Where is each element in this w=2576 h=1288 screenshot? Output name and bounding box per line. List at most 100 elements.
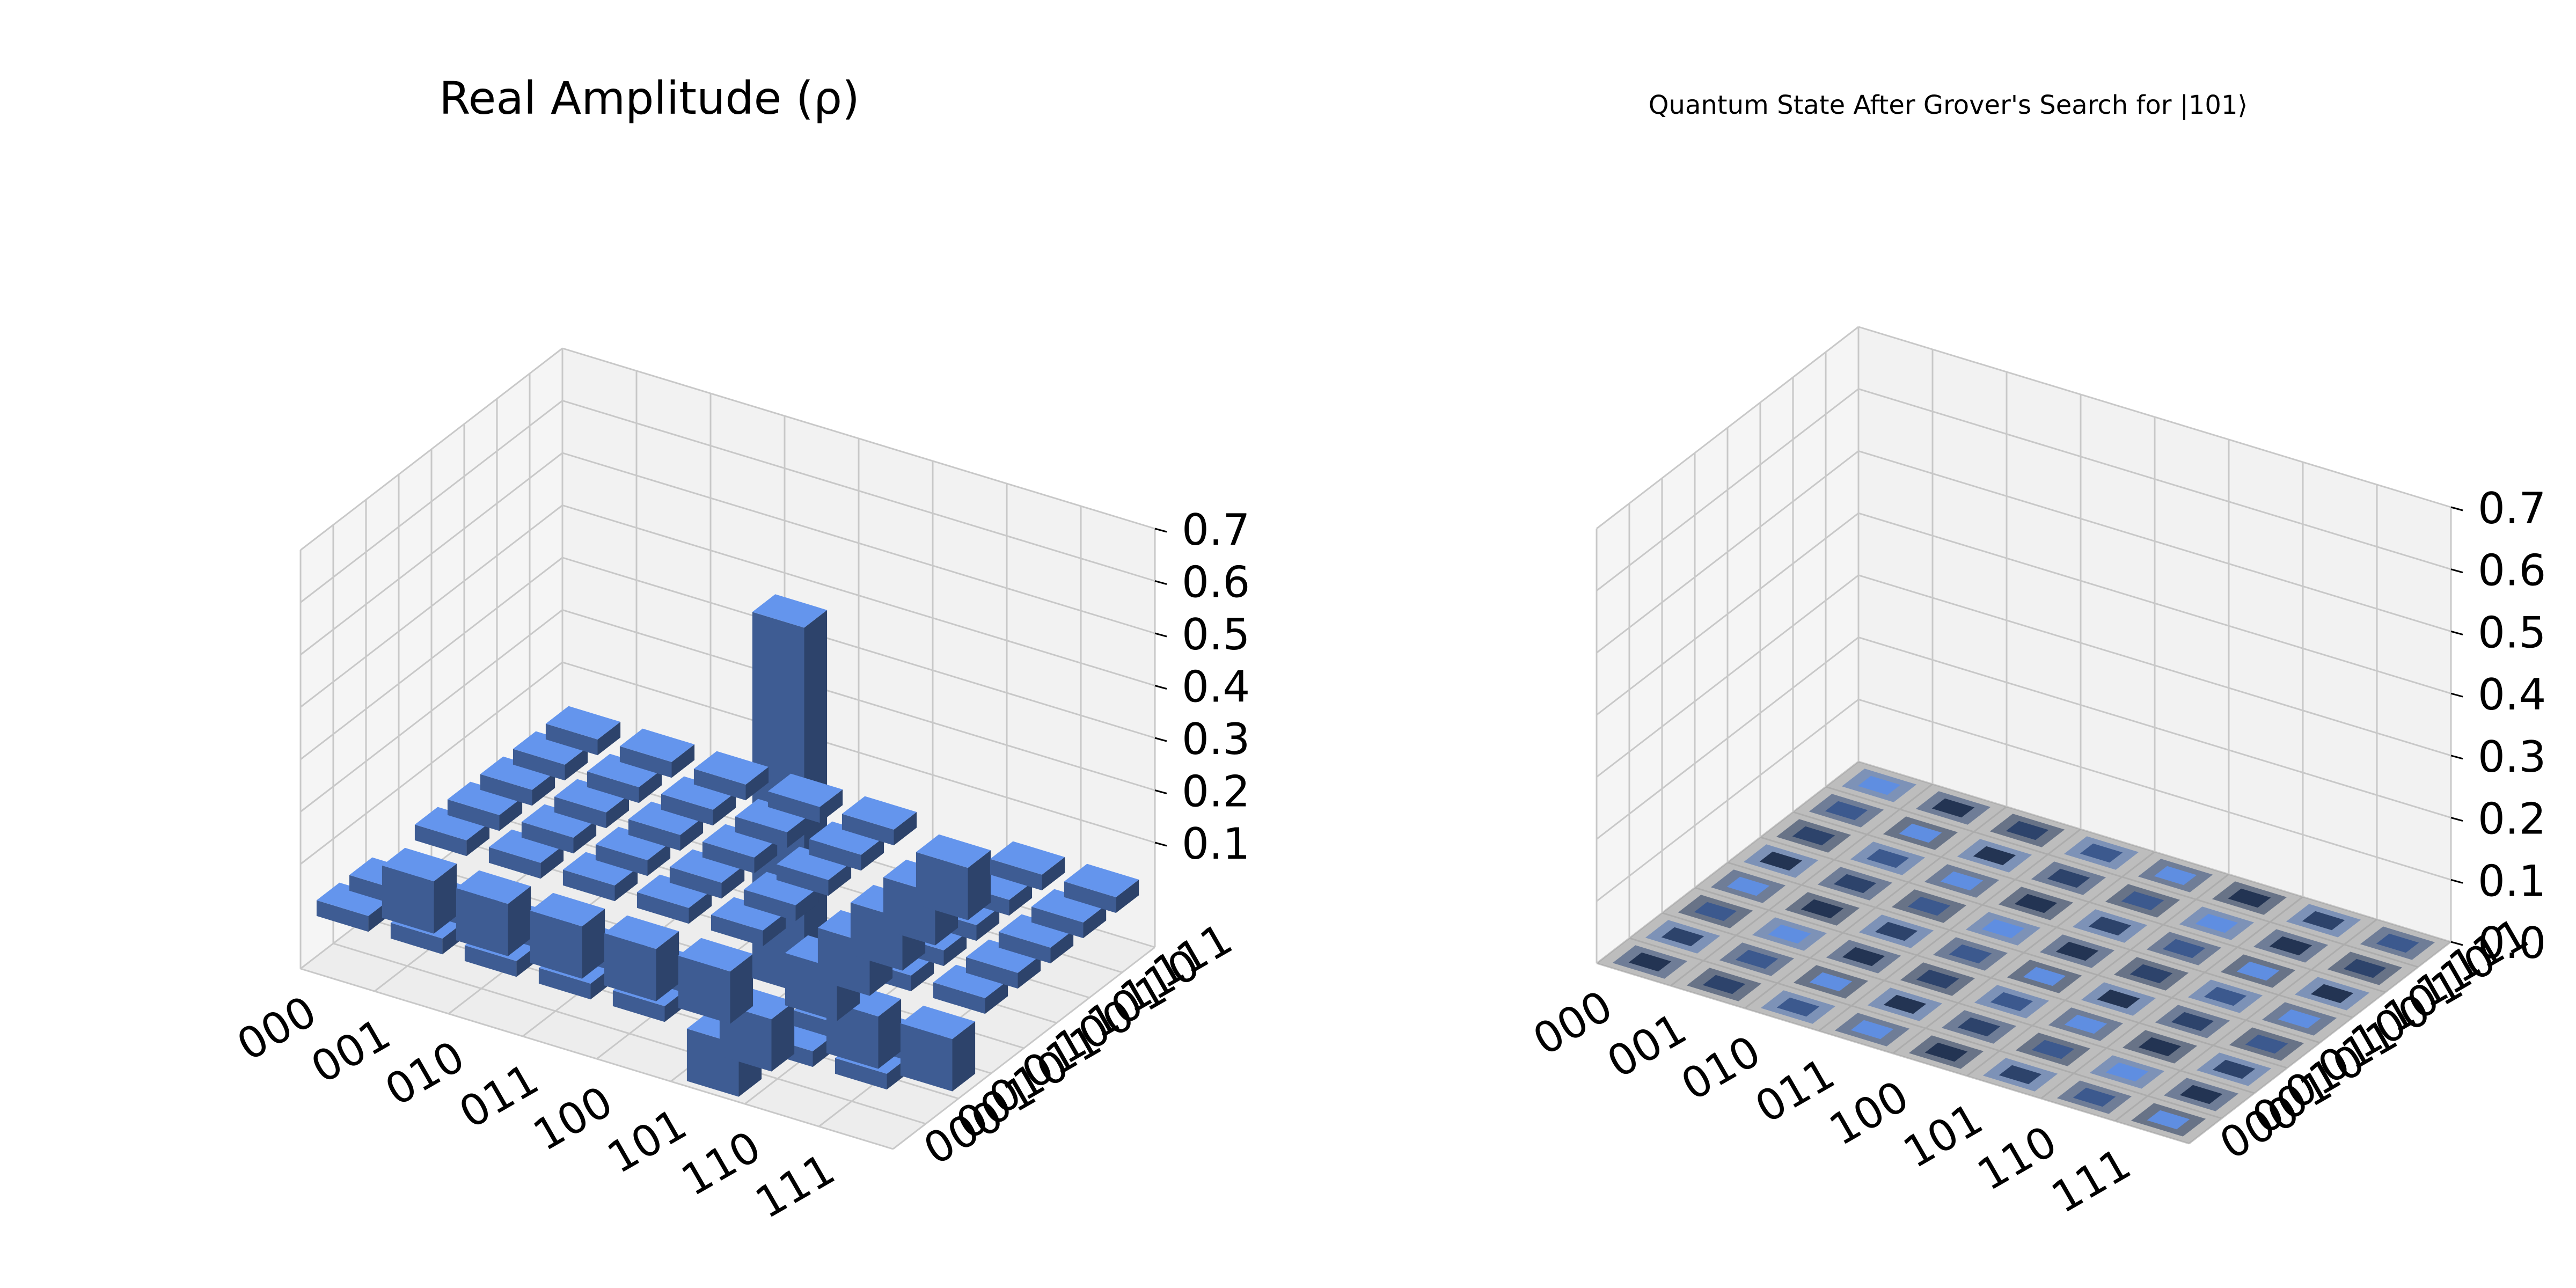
bar-top (767, 773, 843, 807)
bar-top (2154, 866, 2197, 885)
bar (480, 756, 555, 806)
bar-top (1792, 826, 1835, 846)
bar-top (1916, 969, 1959, 989)
z-tick-label: 0.6 (1182, 558, 1250, 608)
grid-line (892, 946, 1155, 1150)
bar-side-face (795, 888, 819, 921)
bar-top (752, 594, 828, 628)
bar (414, 807, 490, 857)
bar (1064, 863, 1139, 913)
bar-top (1990, 992, 2033, 1012)
bar (447, 781, 523, 831)
bar-side-face (976, 908, 1000, 941)
bar-top (1768, 924, 1811, 944)
z-tick-label: 0.0 (2478, 918, 2546, 968)
bar-top (1031, 889, 1107, 923)
bar-front-face (382, 865, 434, 934)
bar-side-face (968, 850, 991, 920)
bar-top (1809, 972, 1853, 992)
bar-side-face (647, 843, 671, 876)
bar-top (619, 728, 695, 762)
bar-front-face (390, 923, 443, 955)
bar-top (2195, 913, 2238, 933)
z-tick-label: 0.3 (1182, 714, 1250, 764)
bar-top (2162, 939, 2206, 958)
z-tick-mark (1154, 528, 1167, 533)
bar (636, 874, 712, 924)
z-tick-mark (2450, 568, 2463, 574)
bar-front-face (587, 771, 639, 803)
bar-top (2278, 1009, 2321, 1029)
bar-side-face (911, 958, 934, 992)
z-tick-label: 0.2 (2478, 794, 2546, 844)
bar-top (1973, 846, 2016, 866)
bar-top (2138, 1037, 2182, 1057)
bar-front-face (900, 1023, 953, 1092)
bar-front-face (916, 852, 968, 920)
bar-side-face (894, 812, 917, 846)
bar-front-face (456, 888, 508, 956)
bar-top (1883, 994, 1927, 1014)
bar-side-face (499, 797, 523, 831)
bar-front-face (562, 869, 615, 902)
grid-line (562, 347, 1155, 530)
bar-top (521, 804, 597, 838)
bar-side-face (689, 890, 712, 924)
bar-side-face (671, 744, 695, 778)
bar-front-face (464, 945, 517, 977)
bar-top (636, 874, 712, 908)
bar-front-face (595, 844, 648, 876)
bar-side-face (754, 840, 778, 874)
bar-top (1875, 921, 1918, 941)
z-tick-label: 0.1 (1182, 819, 1250, 869)
bar-front-face (554, 796, 606, 829)
bar-front-face (1064, 881, 1116, 913)
bar-front-face (661, 794, 713, 826)
bar (587, 753, 662, 803)
bar-side-face (878, 999, 902, 1069)
bar-top (2121, 891, 2164, 911)
bar (809, 821, 884, 871)
z-tick-label: 0.5 (2478, 608, 2546, 657)
bar-side-face (861, 837, 884, 871)
bar-top (1825, 801, 1868, 821)
bar-top (1850, 1020, 1894, 1040)
grid-line (1596, 450, 1859, 654)
bar-front-face (480, 774, 532, 806)
bar-top (2179, 1085, 2223, 1104)
bar (900, 1005, 976, 1092)
bar-top (1776, 997, 1820, 1017)
bar-front-face (414, 824, 467, 857)
bar-side-face (656, 931, 679, 1001)
bar-front-face (933, 982, 985, 1014)
bar-top (2269, 936, 2312, 956)
right-chart-panel: 0000010100111001011101110000010100111001… (1525, 326, 2546, 1223)
bar-top (1661, 927, 1704, 947)
bar-top (2236, 961, 2280, 981)
bar-top (456, 870, 531, 904)
bar-top (2105, 1062, 2149, 1082)
bar-front-face (965, 957, 1018, 989)
bar-top (693, 751, 769, 785)
bar-side-face (639, 770, 662, 803)
bar-top (604, 915, 679, 949)
bar (382, 847, 457, 934)
z-tick-mark (1154, 737, 1167, 742)
bar (530, 892, 605, 979)
bar-front-face (841, 814, 894, 846)
grid-line (300, 661, 563, 865)
bar-front-face (669, 867, 722, 899)
bar-top (678, 938, 753, 972)
bar-side-face (828, 862, 852, 896)
bar-top (2047, 868, 2090, 888)
bar (990, 841, 1065, 891)
bar-top (916, 834, 991, 868)
bar-top (998, 914, 1074, 948)
bar-front-face (513, 749, 565, 781)
grid-line (300, 452, 563, 656)
grid-line (562, 452, 1155, 634)
bar-top (933, 964, 1008, 998)
bar-top (1999, 1065, 2042, 1085)
bar-top (2302, 911, 2345, 931)
